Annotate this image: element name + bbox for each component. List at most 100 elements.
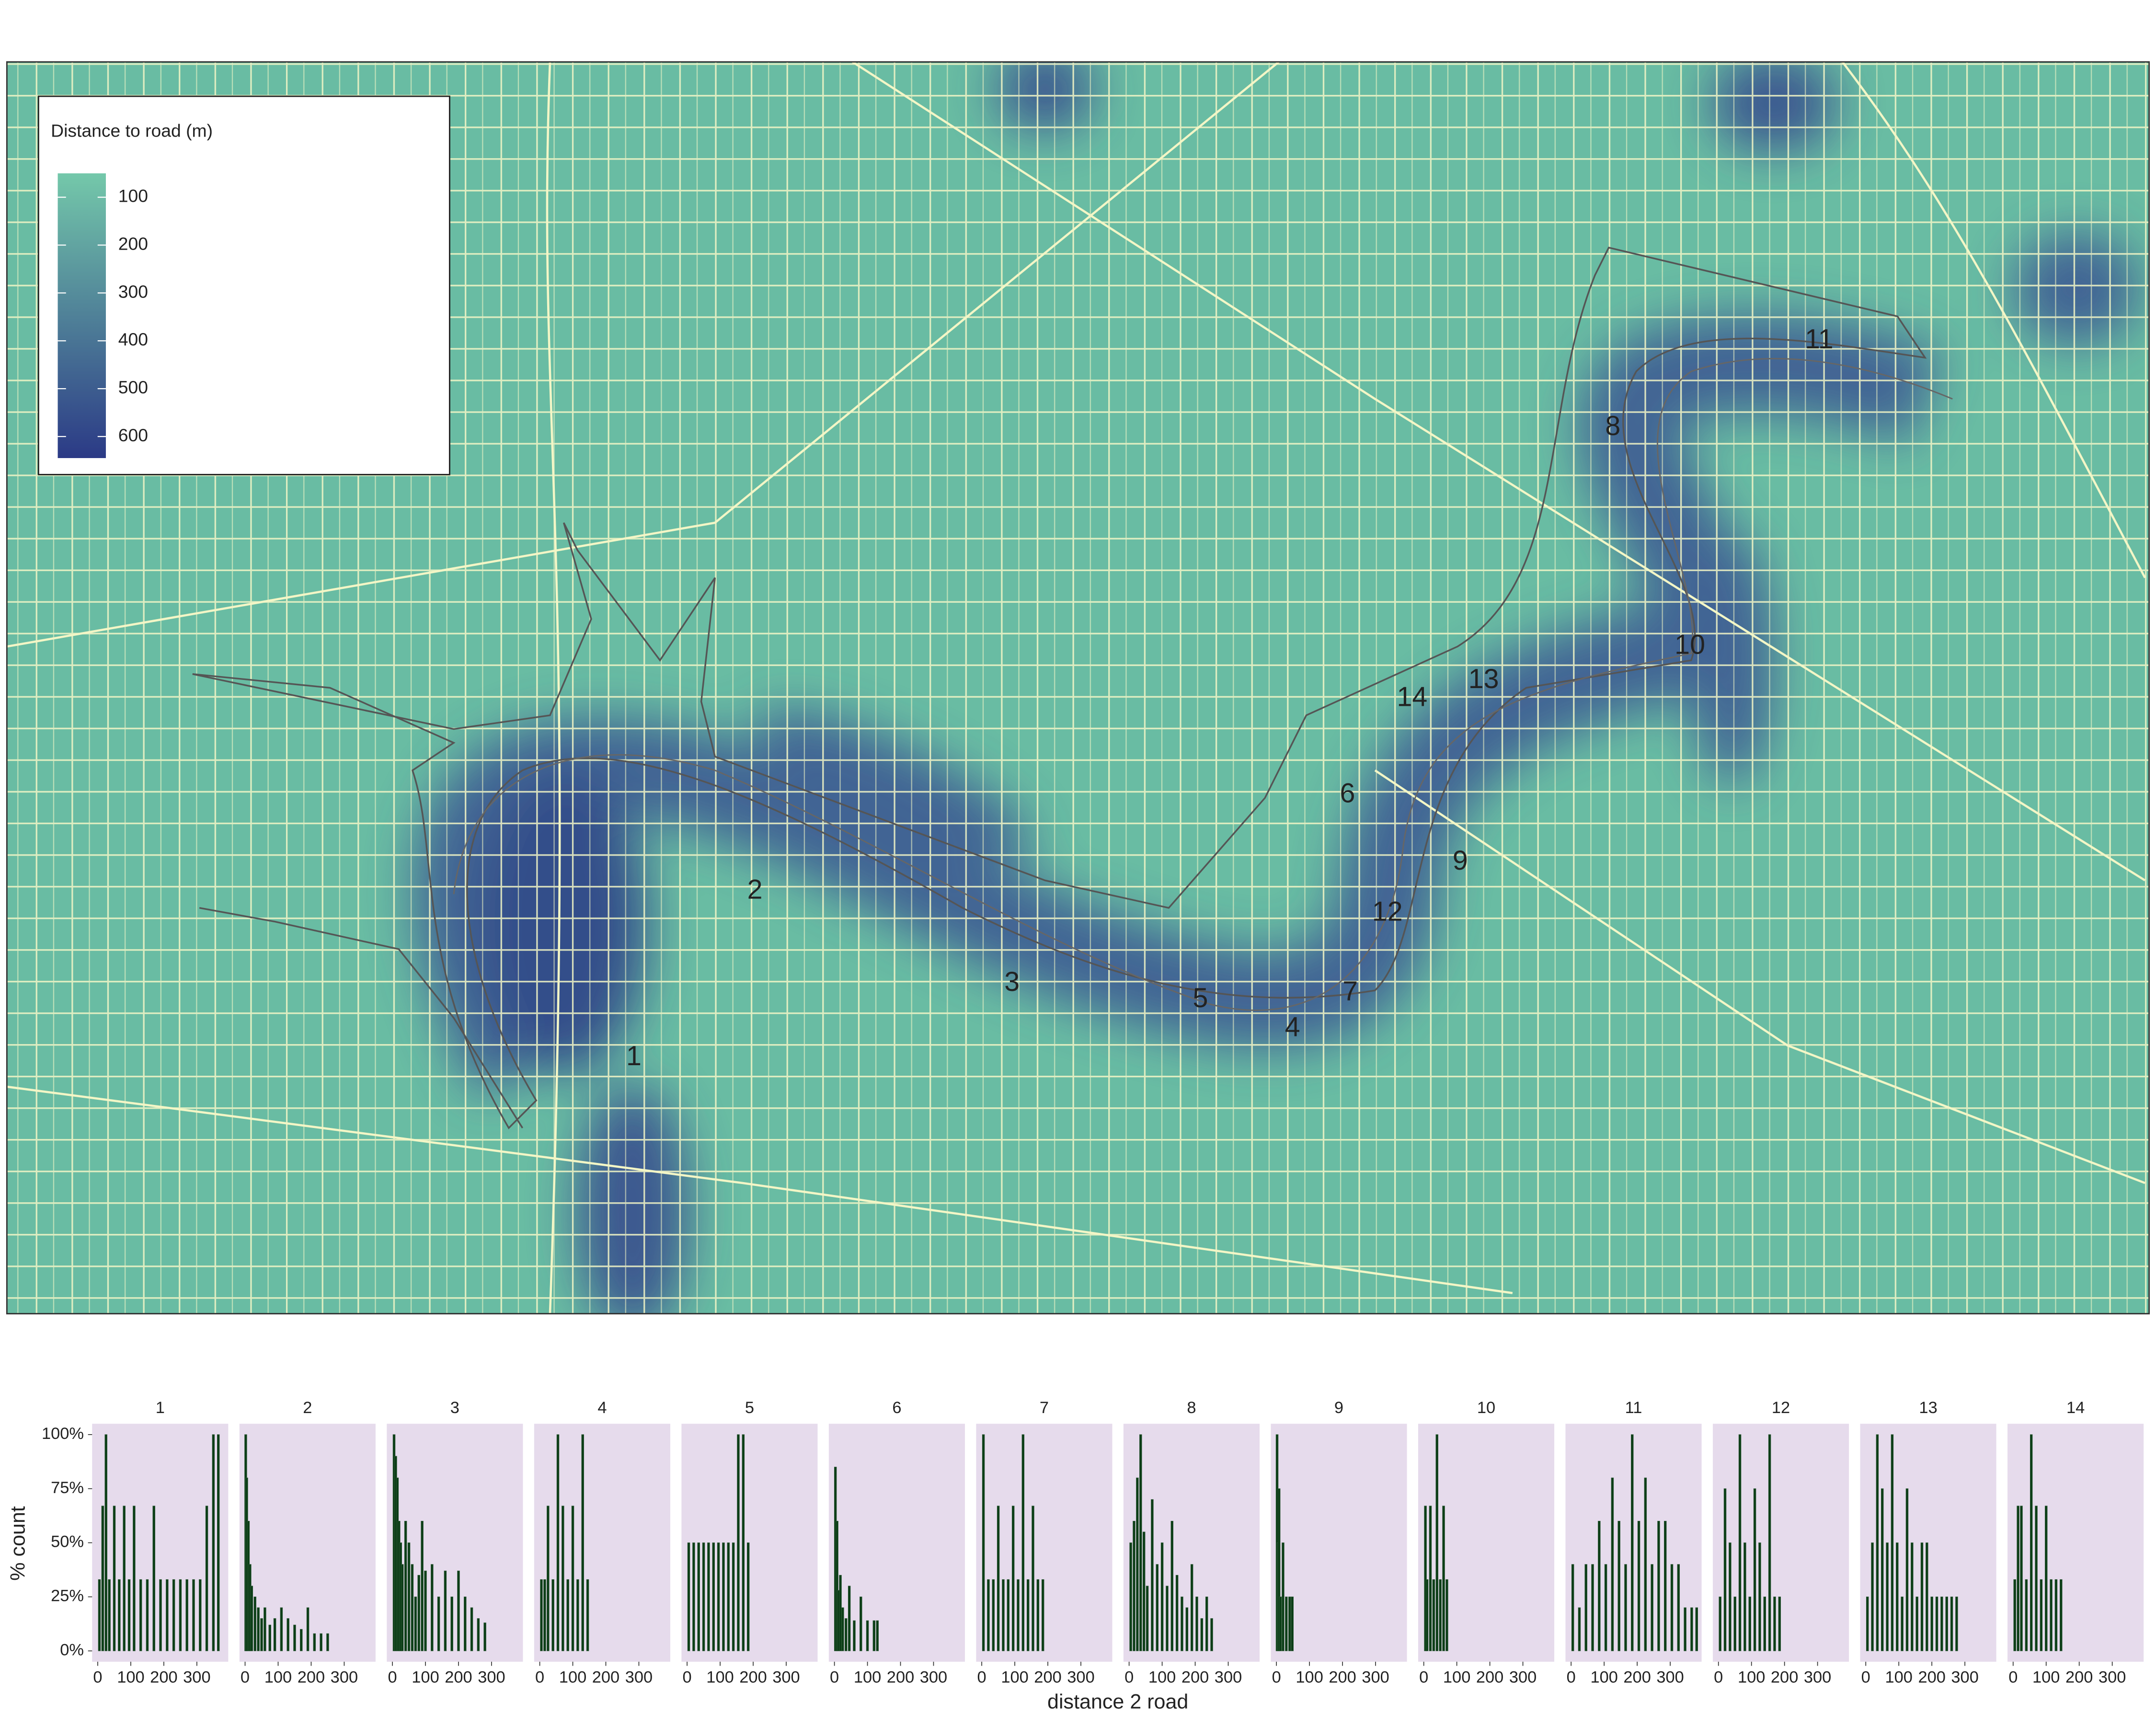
facet-title: 12: [1772, 1399, 1790, 1417]
bar: [199, 1579, 202, 1651]
site-label: 9: [1453, 845, 1468, 876]
site-label: 4: [1285, 1012, 1300, 1043]
bar: [562, 1506, 564, 1651]
bar: [722, 1542, 725, 1651]
bar: [707, 1542, 710, 1651]
x-tick-label: 300: [772, 1668, 800, 1686]
x-tick-label: 300: [331, 1668, 358, 1686]
bar: [1905, 1488, 1909, 1651]
colorbar-tick-label: 400: [118, 329, 148, 349]
x-tick-label: 200: [445, 1668, 472, 1686]
bar: [1670, 1564, 1674, 1651]
site-label: 6: [1340, 778, 1355, 808]
x-tick-label: 0: [535, 1668, 544, 1686]
bar: [556, 1434, 560, 1651]
x-tick-label: 100: [1296, 1668, 1323, 1686]
x-tick-label: 100: [1738, 1668, 1765, 1686]
bar: [411, 1564, 414, 1651]
bar: [1036, 1579, 1040, 1651]
facet-title: 8: [1187, 1399, 1196, 1417]
bar: [1032, 1506, 1034, 1651]
bar: [1139, 1434, 1142, 1651]
bar: [712, 1542, 715, 1651]
bar: [2045, 1506, 2048, 1651]
colorbar: [57, 173, 106, 458]
bar: [1584, 1564, 1587, 1651]
x-tick-label: 300: [920, 1668, 947, 1686]
bar: [540, 1579, 543, 1651]
bar: [250, 1586, 253, 1651]
bar: [853, 1620, 856, 1651]
bar: [1955, 1597, 1958, 1651]
bar: [1133, 1521, 1135, 1651]
bar: [1007, 1579, 1010, 1651]
bar: [457, 1570, 460, 1651]
bar: [1142, 1531, 1146, 1651]
bar: [848, 1586, 851, 1651]
bar: [101, 1506, 104, 1651]
facet-title: 2: [303, 1399, 312, 1417]
bar: [1881, 1488, 1884, 1651]
bar: [866, 1620, 869, 1651]
x-tick-label: 300: [1509, 1668, 1537, 1686]
bar: [860, 1597, 862, 1651]
bar: [2035, 1506, 2038, 1651]
bar: [113, 1506, 116, 1651]
bar: [179, 1579, 182, 1651]
facet-title: 1: [156, 1399, 165, 1417]
bar: [414, 1597, 417, 1651]
bar: [1442, 1506, 1445, 1651]
x-tick-label: 300: [183, 1668, 210, 1686]
x-tick-label: 100: [1001, 1668, 1028, 1686]
bar: [1136, 1477, 1139, 1651]
bar: [1146, 1586, 1149, 1651]
site-label: 7: [1342, 976, 1358, 1007]
bar: [2020, 1506, 2023, 1651]
x-tick-label: 100: [1590, 1668, 1617, 1686]
facet-title: 4: [597, 1399, 607, 1417]
bar: [1758, 1542, 1761, 1651]
x-tick-label: 100: [412, 1668, 439, 1686]
x-tick-label: 100: [2032, 1668, 2060, 1686]
bar: [1185, 1607, 1189, 1651]
colorbar-tick-label: 200: [118, 233, 148, 253]
bar: [2013, 1579, 2016, 1651]
legend-title: Distance to road (m): [51, 120, 213, 140]
site-label: 3: [1004, 966, 1020, 997]
bar: [1017, 1579, 1020, 1651]
bar: [737, 1434, 740, 1651]
bar: [841, 1607, 844, 1651]
bar: [1738, 1434, 1742, 1651]
y-tick-label: 50%: [51, 1533, 84, 1551]
bar: [1871, 1542, 1874, 1651]
site-label: 13: [1468, 664, 1499, 694]
bar: [1195, 1597, 1198, 1651]
bar: [253, 1597, 256, 1651]
site-label: 11: [1805, 324, 1834, 355]
bar: [192, 1579, 195, 1651]
bar: [2050, 1579, 2053, 1651]
site-label: 1: [626, 1041, 642, 1071]
x-tick-label: 100: [117, 1668, 144, 1686]
bar: [992, 1579, 995, 1651]
bar: [139, 1579, 142, 1651]
bar: [1768, 1434, 1771, 1651]
bar: [404, 1521, 407, 1651]
bar: [268, 1624, 271, 1651]
bar: [697, 1542, 700, 1651]
x-tick-label: 200: [887, 1668, 914, 1686]
x-tick-label: 0: [1272, 1668, 1281, 1686]
bar: [1011, 1506, 1015, 1651]
x-tick-label: 200: [1476, 1668, 1503, 1686]
bar: [320, 1633, 322, 1651]
colorbar-tick-label: 100: [118, 186, 148, 206]
bar: [1677, 1564, 1680, 1651]
site-label: 12: [1372, 896, 1403, 927]
legend: Distance to road (m): [37, 95, 450, 475]
x-tick-label: 0: [1419, 1668, 1428, 1686]
x-tick-label: 300: [625, 1668, 653, 1686]
bar: [205, 1506, 208, 1651]
bar: [287, 1618, 289, 1651]
bar: [260, 1618, 263, 1651]
